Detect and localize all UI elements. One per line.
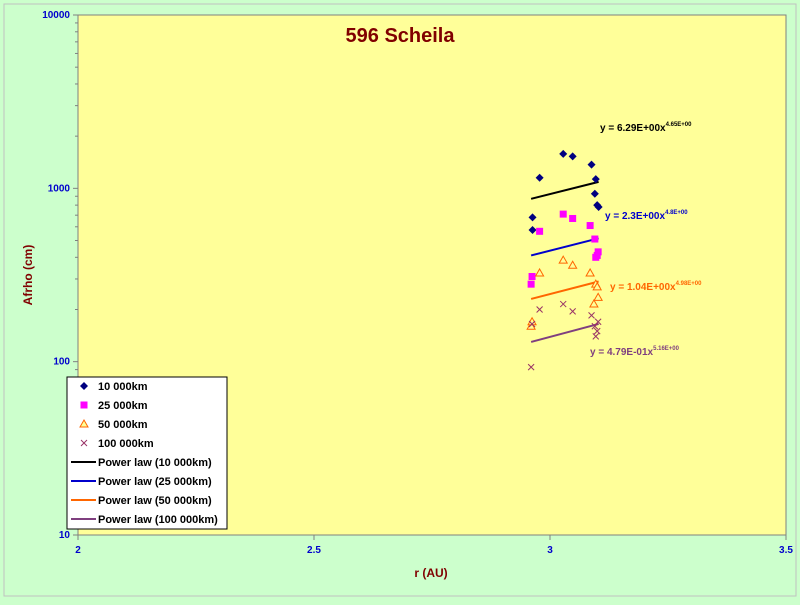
trend-equation-2: y = 1.04E+00x4.98E+00 xyxy=(610,281,702,293)
equation-exponent: 4.65E+00 xyxy=(666,122,693,128)
data-point-series-2 xyxy=(558,255,569,264)
data-point-series-3 xyxy=(527,363,535,371)
chart-title: 596 Scheila xyxy=(346,25,456,47)
data-point-series-2 xyxy=(526,321,536,330)
data-point-series-3 xyxy=(588,312,595,319)
x-marker-stroke xyxy=(588,312,595,319)
equation-exponent: 4.98E+00 xyxy=(676,281,703,287)
legend-marker-1 xyxy=(80,401,88,409)
legend-label-2: 50 000km xyxy=(98,419,148,431)
x-marker-stroke xyxy=(591,322,599,330)
y-tick-label: 10 xyxy=(59,530,71,541)
x-tick-label: 2 xyxy=(75,545,81,556)
x-marker-stroke xyxy=(594,318,602,326)
equation-body: y = 6.29E+00x xyxy=(600,123,666,134)
legend-label-1: 25 000km xyxy=(98,400,148,412)
equation-body: y = 4.79E-01x xyxy=(590,347,654,358)
data-point-series-1 xyxy=(593,251,601,259)
data-point-series-1 xyxy=(559,210,567,218)
trendlines xyxy=(530,180,599,343)
data-points xyxy=(526,149,604,371)
data-point-series-3 xyxy=(569,308,577,315)
axes: 2 2.5 3 3.5 10 100 1000 10000 xyxy=(42,10,793,556)
data-point-series-0 xyxy=(528,225,537,234)
legend-marker-3 xyxy=(80,439,88,447)
x-marker-stroke xyxy=(593,327,601,335)
data-point-series-3 xyxy=(591,322,599,330)
data-point-series-0 xyxy=(528,213,537,222)
data-point-series-1 xyxy=(569,214,577,222)
trendline-0 xyxy=(530,180,599,200)
trend-equation-1: y = 2.3E+00x4.8E+00 xyxy=(605,210,688,222)
legend-label-3: 100 000km xyxy=(98,438,154,450)
x-marker-stroke xyxy=(527,363,535,371)
trendline-1 xyxy=(530,237,599,257)
legend-items: 10 000km 25 000km 50 000km 100 000km Power l… xyxy=(71,381,218,526)
equation-body: y = 1.04E+00x xyxy=(610,282,676,293)
data-point-series-3 xyxy=(559,300,567,308)
legend-marker-0 xyxy=(80,382,88,390)
x-marker-stroke xyxy=(536,306,543,313)
data-point-series-3 xyxy=(528,320,536,328)
x-marker-stroke xyxy=(559,300,567,308)
data-point-series-1 xyxy=(591,235,599,243)
data-point-series-1 xyxy=(528,272,536,280)
x-tick-label: 2.5 xyxy=(307,545,321,556)
x-tick-label: 3.5 xyxy=(779,545,793,556)
data-point-series-1 xyxy=(586,222,594,230)
x-marker-stroke xyxy=(528,320,536,328)
data-point-series-0 xyxy=(591,175,600,184)
data-point-series-3 xyxy=(592,332,600,340)
data-point-series-3 xyxy=(593,327,601,335)
data-point-series-0 xyxy=(590,189,599,198)
trend-equation-3: y = 4.79E-01x5.16E+00 xyxy=(590,346,680,358)
y-tick-label: 1000 xyxy=(48,183,71,194)
data-point-series-2 xyxy=(593,292,604,301)
x-marker-stroke xyxy=(80,439,88,447)
legend: 10 000km 25 000km 50 000km 100 000km Power l… xyxy=(66,376,228,530)
x-marker-stroke xyxy=(592,332,600,340)
trendline-3 xyxy=(530,323,599,343)
data-point-series-2 xyxy=(585,267,595,277)
trend-equation-0: y = 6.29E+00x4.65E+00 xyxy=(600,122,692,134)
data-point-series-2 xyxy=(534,267,545,277)
legend-label-0: 10 000km xyxy=(98,381,148,393)
trend-equations: y = 6.29E+00x4.65E+00 y = 2.3E+00x4.8E+00… xyxy=(590,122,702,358)
data-point-series-1 xyxy=(594,248,602,256)
data-point-series-0 xyxy=(587,160,596,169)
data-point-series-2 xyxy=(589,299,599,308)
data-point-series-3 xyxy=(594,318,602,326)
legend-box xyxy=(66,376,228,530)
data-point-series-3 xyxy=(536,306,543,313)
equation-body: y = 2.3E+00x xyxy=(605,211,665,222)
data-point-series-2 xyxy=(592,281,603,291)
equation-exponent: 5.16E+00 xyxy=(653,346,680,352)
data-point-series-0 xyxy=(594,203,603,212)
trendline-2 xyxy=(530,280,599,300)
legend-trend-label-1: Power law (25 000km) xyxy=(98,476,212,488)
legend-trend-label-0: Power law (10 000km) xyxy=(98,457,212,469)
data-point-series-1 xyxy=(527,280,535,288)
legend-marker-2 xyxy=(79,418,89,428)
data-point-series-2 xyxy=(527,316,537,326)
x-tick-label: 3 xyxy=(547,545,553,556)
y-axis-title: Afrho (cm) xyxy=(21,245,35,306)
data-point-series-0 xyxy=(559,149,568,158)
y-tick-label: 10000 xyxy=(42,10,70,21)
data-point-series-1 xyxy=(536,227,544,235)
legend-trend-label-3: Power law (100 000km) xyxy=(98,514,218,526)
data-point-series-0 xyxy=(535,173,544,182)
legend-trend-label-2: Power law (50 000km) xyxy=(98,495,212,507)
x-axis-title: r (AU) xyxy=(414,566,447,580)
data-point-series-0 xyxy=(568,152,577,161)
equation-exponent: 4.8E+00 xyxy=(665,210,688,216)
x-marker-stroke xyxy=(569,308,577,315)
data-point-series-2 xyxy=(567,260,578,269)
y-tick-label: 100 xyxy=(53,357,70,368)
